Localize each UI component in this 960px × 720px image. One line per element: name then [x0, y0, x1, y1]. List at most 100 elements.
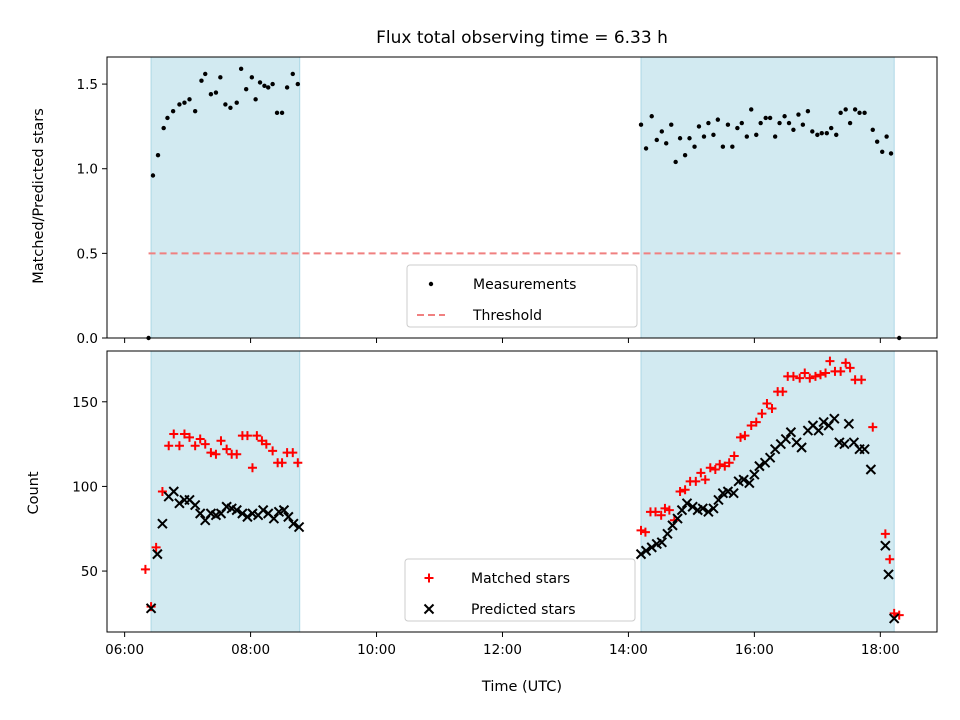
- data-point: [724, 458, 734, 468]
- data-point: [288, 518, 299, 529]
- data-point: [884, 134, 889, 139]
- data-point: [184, 432, 194, 442]
- observation-window-shade: [150, 56, 301, 339]
- data-point: [150, 173, 156, 178]
- data-point: [703, 506, 714, 518]
- data-point: [659, 129, 665, 134]
- x-tick-label: 16:00: [735, 642, 774, 658]
- data-point: [168, 486, 179, 497]
- data-point: [151, 542, 161, 552]
- data-point: [242, 511, 253, 523]
- data-point: [825, 356, 835, 366]
- data-point: [810, 129, 815, 134]
- data-point: [190, 441, 200, 451]
- data-point: [654, 137, 659, 143]
- x-tick-label: 08:00: [231, 642, 270, 658]
- data-point: [868, 422, 878, 432]
- data-point: [673, 159, 678, 165]
- data-point: [894, 610, 904, 620]
- data-point: [708, 503, 719, 514]
- x-axis-label: Time (UTC): [481, 679, 562, 695]
- data-point: [247, 463, 257, 473]
- data-point: [145, 603, 157, 614]
- observation-window-shade: [640, 56, 895, 339]
- data-point: [767, 404, 777, 414]
- data-point: [640, 527, 650, 537]
- data-point: [252, 431, 262, 441]
- data-point: [660, 503, 670, 513]
- data-point: [696, 468, 706, 478]
- bottom-panel: 50 100 150 06:00 08:00 10:00 12:00 14:00 16:00 18…: [72, 350, 938, 658]
- data-point: [880, 540, 891, 551]
- data-point: [222, 444, 232, 454]
- data-point: [746, 420, 756, 430]
- data-point: [728, 487, 739, 499]
- data-point: [177, 102, 182, 107]
- data-point: [883, 569, 894, 580]
- data-point: [651, 507, 661, 517]
- data-point: [791, 127, 796, 132]
- data-point: [636, 525, 646, 535]
- data-point: [795, 373, 805, 383]
- data-point: [249, 75, 255, 80]
- data-point: [165, 115, 170, 121]
- data-point: [680, 485, 690, 495]
- data-point: [237, 508, 248, 519]
- data-point: [682, 152, 688, 158]
- data-point: [206, 448, 216, 458]
- data-point: [796, 442, 807, 453]
- data-point: [223, 102, 228, 107]
- legend-label: Matched stars: [471, 571, 570, 587]
- y-tick-label: 50: [81, 564, 98, 580]
- data-point: [213, 90, 219, 95]
- data-point: [843, 107, 848, 112]
- data-point: [764, 452, 776, 463]
- y-tick-label: 0.0: [77, 331, 98, 347]
- data-point: [720, 144, 726, 149]
- data-point: [179, 429, 189, 439]
- data-point: [815, 370, 825, 380]
- data-point: [735, 125, 740, 131]
- top-panel: 0.0 0.5 1.0 1.5 Measurements Threshold: [77, 56, 938, 347]
- data-point: [268, 513, 280, 524]
- data-point: [187, 97, 192, 102]
- data-point: [829, 413, 840, 424]
- data-point: [754, 132, 759, 138]
- data-point: [874, 139, 880, 144]
- data-point: [278, 504, 290, 516]
- data-point: [199, 78, 204, 83]
- data-point: [243, 86, 249, 92]
- data-point: [677, 136, 683, 141]
- legend-box: [406, 264, 638, 328]
- data-point: [738, 474, 749, 485]
- data-point: [715, 459, 725, 469]
- data-point: [857, 110, 862, 116]
- data-point: [888, 613, 900, 624]
- data-point: [192, 108, 198, 114]
- data-point: [819, 130, 824, 136]
- data-point: [262, 83, 267, 88]
- data-point: [824, 130, 829, 136]
- data-point: [780, 433, 792, 445]
- data-point: [762, 398, 772, 408]
- data-point: [691, 476, 701, 486]
- x-tick-label: 06:00: [105, 642, 144, 658]
- top-y-axis-label: Matched/Predicted stars: [31, 108, 47, 284]
- legend-box: [404, 558, 636, 622]
- data-point: [152, 548, 163, 560]
- x-tick-label: 14:00: [609, 642, 648, 658]
- data-point: [821, 368, 831, 378]
- data-point: [810, 371, 820, 381]
- data-point: [189, 499, 201, 511]
- data-point: [232, 449, 242, 459]
- chart-title: Flux total observing time = 6.33 h: [376, 28, 668, 48]
- data-point: [140, 564, 150, 574]
- data-point: [169, 429, 179, 439]
- data-point: [740, 431, 750, 441]
- data-point: [800, 368, 810, 378]
- legend-label: Predicted stars: [471, 602, 576, 618]
- data-point: [253, 97, 258, 102]
- data-point: [757, 409, 767, 419]
- data-point: [859, 443, 870, 455]
- data-point: [705, 463, 715, 473]
